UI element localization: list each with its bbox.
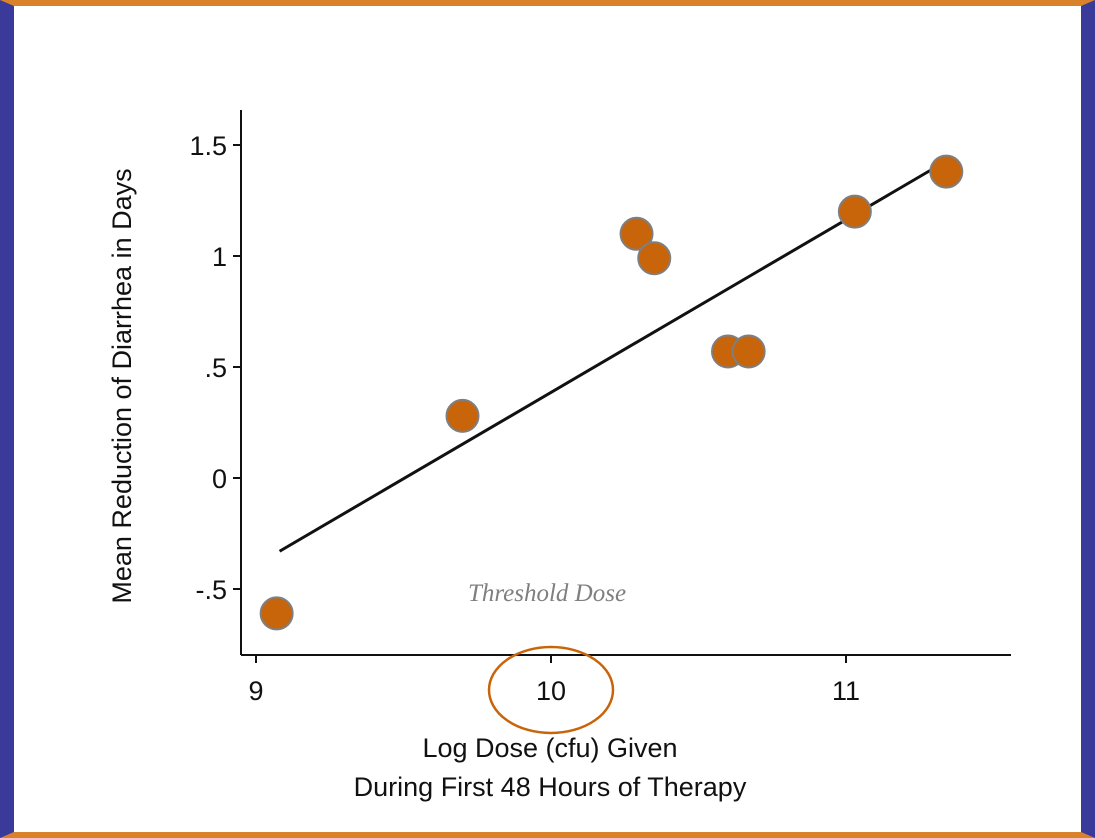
data-point bbox=[837, 194, 872, 229]
data-points bbox=[259, 154, 964, 631]
data-point bbox=[637, 241, 672, 276]
x-tick-label: 11 bbox=[832, 676, 860, 706]
trendline bbox=[278, 161, 945, 553]
y-tick-label: 1 bbox=[212, 242, 227, 272]
y-axis-label: Mean Reduction of Diarrhea in Days bbox=[107, 168, 137, 603]
data-point bbox=[259, 596, 294, 631]
x-tick-label: 9 bbox=[248, 676, 263, 706]
chart-labels: Mean Reduction of Diarrhea in Days Log D… bbox=[107, 168, 747, 802]
threshold-highlight-circle bbox=[487, 645, 615, 735]
data-point bbox=[445, 398, 480, 433]
data-point bbox=[619, 216, 654, 251]
threshold-dose-annotation: Threshold Dose bbox=[468, 580, 626, 607]
y-tick-label: 0 bbox=[212, 464, 227, 494]
trendline-group bbox=[278, 161, 945, 735]
y-tick-label: 1.5 bbox=[189, 131, 227, 161]
x-axis-label-line1: Log Dose (cfu) Given bbox=[422, 733, 677, 763]
data-point bbox=[929, 154, 964, 189]
chart-canvas: 1.5 1.5 0 -.5 9 10 11 Mean Reduction of Diarrh… bbox=[14, 6, 1081, 832]
x-tick-label: 10 bbox=[536, 676, 566, 706]
y-tick-label: -.5 bbox=[195, 575, 227, 605]
scatter-chart: 1.51.50-.59 10 11 Mean Reduction of Diarrh… bbox=[107, 110, 1011, 802]
y-tick-label: .5 bbox=[204, 353, 227, 383]
chart-ticks: 1.51.50-.59 10 11 bbox=[189, 131, 860, 706]
chart-axes bbox=[240, 110, 1011, 656]
x-axis-label-line2: During First 48 Hours of Therapy bbox=[354, 772, 747, 802]
data-point bbox=[731, 334, 766, 369]
